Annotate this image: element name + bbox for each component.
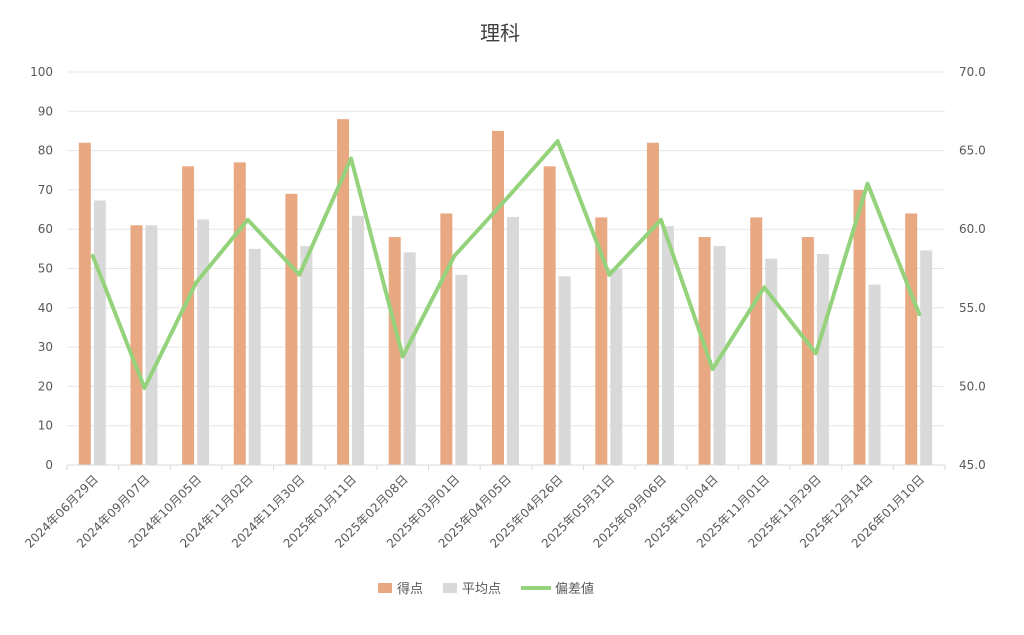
bars: [78, 119, 933, 466]
bar-average: [403, 252, 416, 465]
chart-title: 理科: [480, 21, 520, 45]
bar-score: [285, 193, 298, 465]
bar-average: [558, 276, 571, 465]
bar-score: [595, 217, 608, 465]
bar-score: [130, 225, 143, 465]
y2-tick-label: 65.0: [959, 144, 986, 158]
bar-score: [388, 237, 401, 465]
legend: 得点 平均点 偏差値: [378, 581, 594, 597]
bar-score: [543, 166, 556, 465]
bar-average: [197, 219, 210, 465]
y-tick-label: 70: [38, 183, 53, 197]
bar-average: [455, 274, 468, 465]
bar-score: [905, 213, 918, 465]
bar-score: [233, 162, 246, 465]
y2-tick-label: 70.0: [959, 65, 986, 79]
bar-score: [182, 166, 195, 465]
bar-score: [853, 189, 866, 465]
bar-score: [78, 142, 91, 466]
y-tick-label: 100: [30, 65, 53, 79]
legend-label: 偏差値: [555, 581, 594, 597]
y2-tick-label: 55.0: [959, 301, 986, 315]
bar-score: [646, 142, 659, 466]
bar-score: [337, 119, 350, 465]
legend-swatch: [378, 583, 392, 593]
bar-average: [145, 225, 158, 465]
line-series: [90, 139, 922, 390]
bar-average: [248, 248, 261, 465]
legend-swatch: [443, 583, 457, 593]
bar-average: [920, 250, 933, 465]
y-tick-label: 10: [38, 419, 53, 433]
y-tick-label: 30: [38, 340, 53, 354]
bar-average: [352, 215, 365, 465]
y-tick-label: 40: [38, 301, 53, 315]
bar-average: [300, 246, 313, 465]
bar-average: [816, 253, 829, 465]
legend-label: 平均点: [462, 582, 501, 597]
bar-average: [93, 200, 106, 466]
y2-tick-label: 50.0: [959, 379, 986, 393]
bar-score: [801, 237, 814, 465]
bar-average: [868, 284, 881, 465]
bar-average: [610, 268, 623, 465]
line-deviation: [90, 139, 922, 390]
y-tick-label: 0: [45, 458, 53, 472]
bar-score: [440, 213, 453, 465]
bar-average: [661, 226, 674, 465]
y-tick-label: 50: [38, 262, 53, 276]
y-tick-label: 20: [38, 379, 53, 393]
y2-tick-label: 45.0: [959, 458, 986, 472]
legend-label: 得点: [397, 581, 423, 597]
bar-average: [507, 217, 519, 465]
bar-average: [765, 258, 778, 465]
bar-score: [492, 130, 504, 465]
y-tick-label: 80: [38, 144, 53, 158]
y2-tick-label: 60.0: [959, 222, 986, 236]
gridlines: [67, 71, 945, 427]
bar-score: [750, 217, 763, 465]
y-tick-label: 90: [38, 104, 53, 118]
y-tick-label: 60: [38, 222, 53, 236]
